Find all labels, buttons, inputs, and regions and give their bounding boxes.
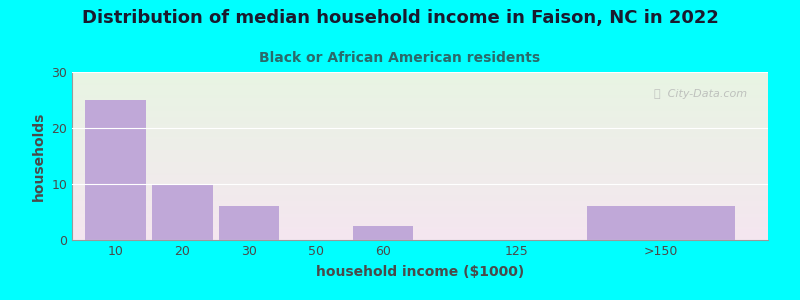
Bar bbox=[353, 226, 414, 240]
Y-axis label: households: households bbox=[32, 111, 46, 201]
Text: Distribution of median household income in Faison, NC in 2022: Distribution of median household income … bbox=[82, 9, 718, 27]
Bar bbox=[152, 184, 213, 240]
Bar bbox=[86, 100, 146, 240]
Bar bbox=[219, 206, 279, 240]
Text: Black or African American residents: Black or African American residents bbox=[259, 51, 541, 65]
Bar bbox=[587, 206, 734, 240]
X-axis label: household income ($1000): household income ($1000) bbox=[316, 265, 524, 279]
Text: ⓘ  City-Data.com: ⓘ City-Data.com bbox=[654, 89, 747, 99]
